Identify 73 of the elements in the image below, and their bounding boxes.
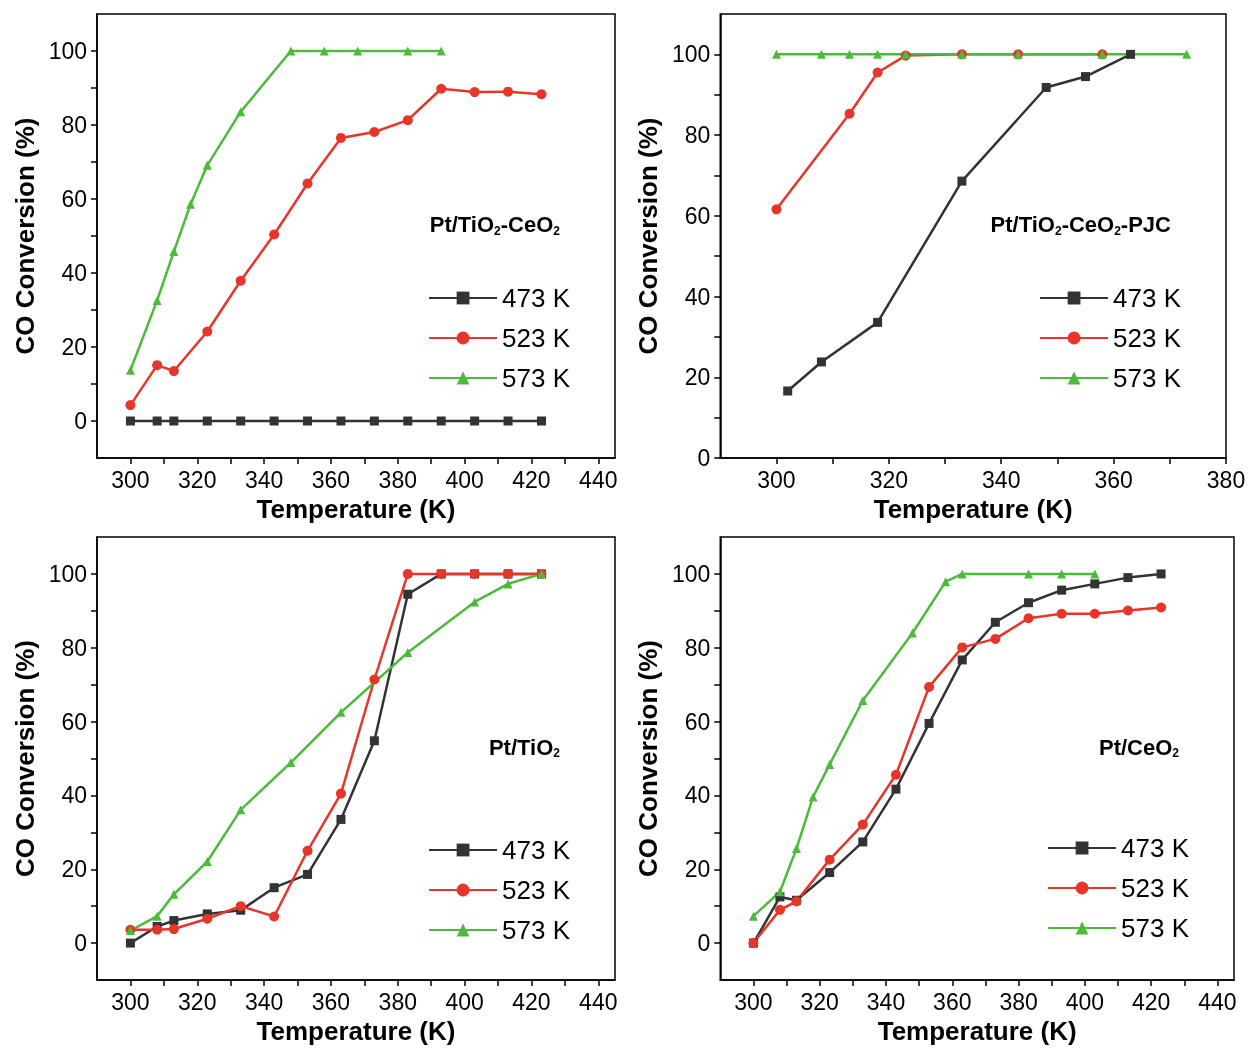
x-tick-label: 360: [311, 988, 351, 1015]
y-tick-label: 60: [684, 202, 711, 229]
x-tick-label: 380: [378, 988, 417, 1015]
x-tick-label: 420: [1131, 988, 1171, 1015]
x-axis-title: Temperature (K): [256, 493, 456, 524]
x-tick-label: 440: [1198, 988, 1237, 1015]
y-tick-label: 100: [671, 41, 711, 68]
y-tick-label: 0: [697, 445, 711, 471]
legend-label: 573 K: [502, 915, 571, 945]
y-tick-label: 100: [48, 560, 87, 587]
legend-label: 523 K: [502, 323, 571, 353]
x-axis-title: Temperature (K): [256, 1015, 456, 1046]
x-tick-label: 340: [244, 466, 284, 493]
y-tick-label: 20: [61, 856, 87, 883]
x-tick-label: 320: [178, 466, 217, 493]
legend-label: 473 K: [502, 835, 571, 865]
y-tick-label: 40: [684, 283, 711, 310]
x-axis-title: Temperature (K): [877, 1015, 1077, 1046]
y-tick-label: 40: [61, 782, 87, 809]
y-axis-title: CO Conversion (%): [633, 640, 663, 877]
y-tick-label: 60: [61, 708, 87, 735]
legend-label: 573 K: [1121, 913, 1190, 943]
y-axis-title: CO Conversion (%): [633, 117, 663, 355]
y-axis-title: CO Conversion (%): [9, 640, 40, 877]
x-tick-label: 440: [579, 988, 618, 1015]
x-tick-label: 300: [111, 466, 150, 493]
x-tick-label: 300: [734, 988, 773, 1015]
legend-label: 523 K: [1121, 873, 1190, 903]
y-axis-title: CO Conversion (%): [9, 117, 40, 355]
x-tick-label: 420: [512, 988, 551, 1015]
x-tick-label: 320: [869, 466, 909, 493]
x-tick-label: 340: [866, 988, 906, 1015]
y-tick-label: 80: [684, 634, 711, 661]
x-tick-label: 380: [1206, 466, 1246, 493]
y-tick-label: 80: [61, 634, 87, 661]
y-tick-label: 20: [61, 334, 87, 360]
y-tick-label: 60: [61, 186, 87, 212]
x-tick-label: 360: [311, 466, 351, 493]
x-tick-label: 320: [800, 988, 839, 1015]
y-tick-label: 80: [61, 112, 87, 138]
y-tick-label: 40: [61, 260, 87, 286]
x-tick-label: 300: [111, 988, 150, 1015]
x-tick-label: 380: [999, 988, 1038, 1015]
x-tick-label: 440: [579, 466, 618, 493]
legend-label: 573 K: [502, 363, 571, 393]
x-tick-label: 400: [1065, 988, 1105, 1015]
x-tick-label: 420: [512, 466, 551, 493]
x-tick-label: 360: [1094, 466, 1133, 493]
y-tick-label: 100: [671, 560, 711, 587]
y-tick-label: 40: [684, 782, 711, 809]
x-tick-label: 300: [757, 466, 796, 493]
x-tick-label: 340: [244, 988, 284, 1015]
x-tick-label: 320: [178, 988, 217, 1015]
legend-label: 473 K: [1121, 833, 1190, 863]
x-tick-label: 340: [982, 466, 1021, 493]
x-tick-label: 380: [378, 466, 417, 493]
y-tick-label: 0: [697, 930, 711, 957]
y-tick-label: 0: [74, 408, 87, 434]
y-tick-label: 80: [684, 122, 711, 149]
x-tick-label: 400: [445, 466, 484, 493]
legend-label: 523 K: [1113, 323, 1182, 353]
x-axis-title: Temperature (K): [873, 493, 1073, 524]
legend-label: 473 K: [502, 283, 571, 313]
y-tick-label: 0: [74, 930, 87, 957]
legend-label: 523 K: [502, 875, 571, 905]
y-tick-label: 60: [684, 708, 711, 735]
legend-label: 473 K: [1113, 283, 1182, 313]
y-tick-label: 20: [684, 856, 711, 883]
x-tick-label: 360: [933, 988, 972, 1015]
x-tick-label: 400: [445, 988, 484, 1015]
y-tick-label: 20: [684, 364, 711, 391]
y-tick-label: 100: [48, 38, 87, 64]
legend-label: 573 K: [1113, 363, 1182, 393]
